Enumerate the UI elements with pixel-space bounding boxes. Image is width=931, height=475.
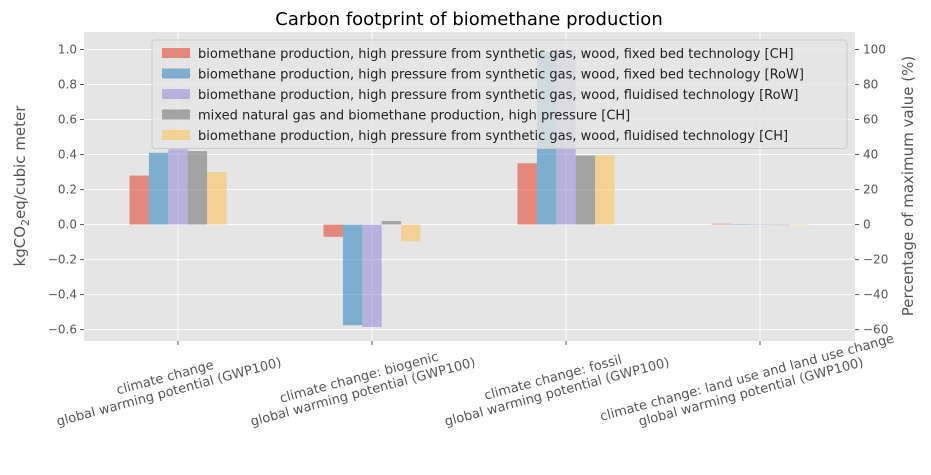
x-tick-label: climate change: fossilglobal warming pot… [439,341,671,430]
y-axis-right: −60 −40 −20 0 20 40 60 80 100 [855,43,888,337]
bar [129,175,149,225]
chart-title: Carbon footprint of biomethane productio… [275,9,662,30]
y-tick-label: −0.4 [48,288,77,302]
legend-entry: biomethane production, high pressure fro… [198,68,804,83]
y2-tick-label: −60 [863,323,888,337]
y-axis-right-label: Percentage of maximum value (%) [899,56,917,316]
y-tick-label: 0.6 [58,113,77,127]
y2-tick-label: 20 [863,183,878,197]
bar [187,151,208,225]
x-tick-label: climate changeglobal warming potential (… [51,341,283,430]
legend-swatch [162,109,190,120]
legend-entry: mixed natural gas and biomethane product… [198,109,630,124]
bar [789,223,809,225]
y2-tick-label: 0 [863,218,871,232]
legend-entry: biomethane production, high pressure fro… [198,88,798,103]
bar [750,224,770,225]
y2-tick-label: 60 [863,113,878,127]
x-tick-label: climate change: land use and land use ch… [599,332,900,440]
bar [595,155,615,225]
y2-tick-label: 80 [863,78,878,92]
legend-swatch [162,48,190,58]
bar [401,224,421,242]
y-tick-label: 0.4 [58,148,77,162]
x-axis: climate changeglobal warming potential (… [51,332,900,440]
y-tick-label: −0.2 [48,253,77,267]
x-tick-label: climate change: biogenicglobal warming p… [245,341,477,430]
bar [168,149,188,225]
y-tick-label: 0.8 [58,78,77,92]
y2-tick-label: 100 [863,43,886,57]
bar [148,152,169,225]
legend-frame [151,39,848,149]
y-tick-label: 0.0 [58,218,77,232]
y-axis-left-label: kgCO2eq/cubic meter [11,105,32,267]
y-tick-label: 1.0 [58,43,77,57]
y2-tick-label: −20 [863,253,888,267]
bar [711,223,731,225]
bar [381,221,402,225]
legend: biomethane production, high pressure fro… [151,39,848,149]
y-tick-label: 0.2 [58,183,77,197]
legend-swatch [162,89,190,99]
bar [517,163,537,225]
bar [342,224,363,326]
bar [769,224,790,226]
bar [362,224,382,327]
legend-entry: biomethane production, high pressure fro… [198,47,794,62]
y2-tick-label: 40 [863,148,878,162]
bar [323,224,343,237]
legend-entry: biomethane production, high pressure fro… [198,129,788,144]
y-axis-left: −0.6 −0.4 −0.2 0.0 0.2 0.4 0.6 0.8 1.0 [48,43,84,337]
legend-swatch [162,68,190,79]
legend-swatch [162,130,190,140]
bar [730,224,751,225]
y-tick-label: −0.6 [48,323,77,337]
y2-tick-label: −40 [863,288,888,302]
bar [207,172,227,225]
bar [575,155,596,225]
